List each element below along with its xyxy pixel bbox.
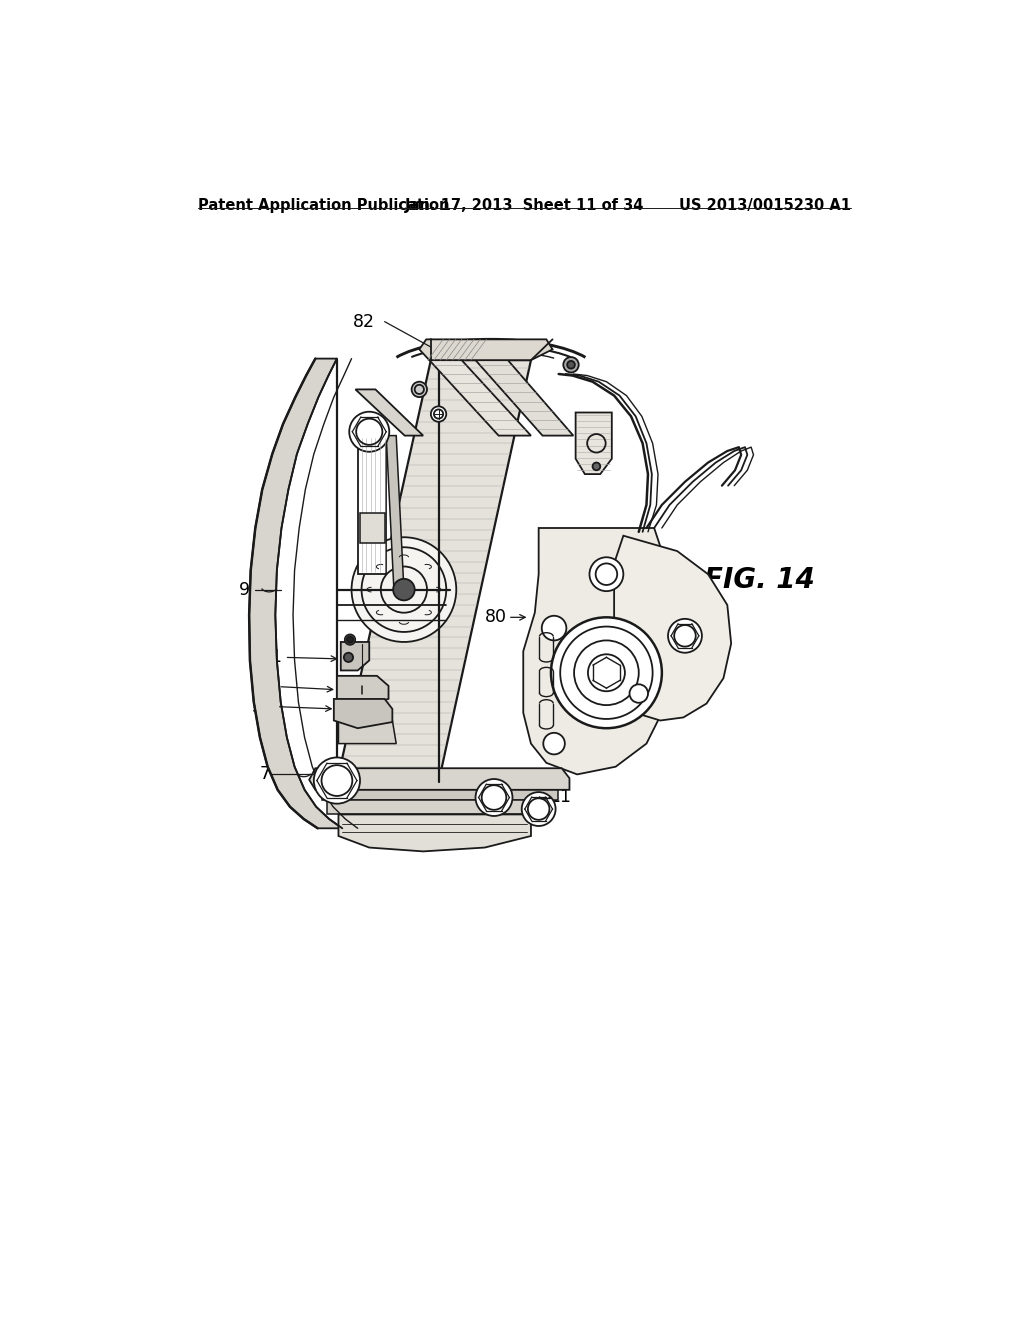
Text: 11: 11 [549, 788, 571, 807]
Text: Jan. 17, 2013  Sheet 11 of 34: Jan. 17, 2013 Sheet 11 of 34 [406, 198, 644, 214]
Text: Patent Application Publication: Patent Application Publication [199, 198, 450, 214]
Polygon shape [327, 800, 547, 814]
Polygon shape [419, 339, 553, 360]
Text: 9: 9 [239, 581, 250, 598]
Text: US 2013/0015230 A1: US 2013/0015230 A1 [679, 198, 851, 214]
Polygon shape [475, 360, 573, 436]
Text: 82: 82 [353, 313, 375, 330]
Text: FIG. 14: FIG. 14 [705, 566, 815, 594]
Polygon shape [309, 768, 569, 789]
Polygon shape [339, 721, 396, 743]
Polygon shape [523, 528, 677, 775]
Circle shape [542, 615, 566, 640]
Text: 80: 80 [485, 609, 507, 626]
Polygon shape [339, 814, 531, 851]
Circle shape [590, 557, 624, 591]
Circle shape [630, 684, 648, 702]
Polygon shape [334, 700, 392, 729]
Circle shape [544, 733, 565, 755]
Polygon shape [337, 676, 388, 705]
Circle shape [349, 412, 389, 451]
Circle shape [563, 358, 579, 372]
Circle shape [313, 758, 360, 804]
Polygon shape [341, 642, 370, 671]
Circle shape [412, 381, 427, 397]
Polygon shape [355, 389, 423, 436]
Polygon shape [357, 436, 386, 574]
Text: 53: 53 [252, 698, 274, 715]
Polygon shape [249, 359, 342, 829]
Polygon shape [429, 360, 531, 436]
Polygon shape [337, 360, 531, 781]
Text: 31: 31 [260, 648, 283, 667]
Circle shape [344, 653, 353, 663]
Circle shape [351, 537, 457, 642]
Circle shape [345, 635, 355, 645]
Text: 7: 7 [260, 766, 270, 783]
Polygon shape [575, 412, 611, 474]
Circle shape [393, 579, 415, 601]
Circle shape [593, 462, 600, 470]
Circle shape [347, 636, 353, 643]
Circle shape [668, 619, 701, 653]
Text: 54: 54 [254, 677, 276, 696]
Circle shape [567, 360, 574, 368]
Circle shape [431, 407, 446, 422]
Polygon shape [322, 789, 558, 800]
Polygon shape [360, 512, 385, 544]
Circle shape [521, 792, 556, 826]
Polygon shape [614, 536, 731, 721]
Circle shape [551, 618, 662, 729]
Polygon shape [386, 436, 403, 590]
Circle shape [475, 779, 512, 816]
